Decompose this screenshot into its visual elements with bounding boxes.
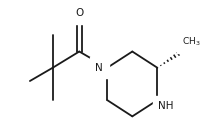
Text: O: O: [75, 8, 83, 18]
Text: NH: NH: [159, 101, 174, 111]
Text: N: N: [95, 63, 103, 73]
Text: $\mathregular{CH_3}$: $\mathregular{CH_3}$: [182, 35, 201, 48]
